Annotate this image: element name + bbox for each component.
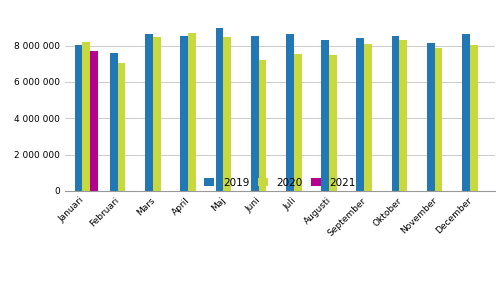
Legend: 2019, 2020, 2021: 2019, 2020, 2021 <box>204 178 356 188</box>
Bar <box>294 54 302 191</box>
Bar <box>82 42 90 191</box>
Bar <box>286 34 294 191</box>
Bar <box>118 63 126 191</box>
Bar <box>153 37 160 191</box>
Bar <box>364 44 372 191</box>
Bar <box>180 36 188 191</box>
Bar <box>145 34 153 191</box>
Bar <box>400 40 407 191</box>
Bar <box>321 40 329 191</box>
Bar <box>110 53 118 191</box>
Bar <box>434 48 442 191</box>
Bar <box>188 33 196 191</box>
Bar <box>216 28 224 191</box>
Bar <box>470 45 478 191</box>
Bar <box>258 60 266 191</box>
Bar <box>356 38 364 191</box>
Bar <box>74 45 82 191</box>
Bar <box>329 55 336 191</box>
Bar <box>427 43 434 191</box>
Bar <box>250 36 258 191</box>
Bar <box>462 34 470 191</box>
Bar <box>392 36 400 191</box>
Bar <box>90 51 98 191</box>
Bar <box>224 37 231 191</box>
